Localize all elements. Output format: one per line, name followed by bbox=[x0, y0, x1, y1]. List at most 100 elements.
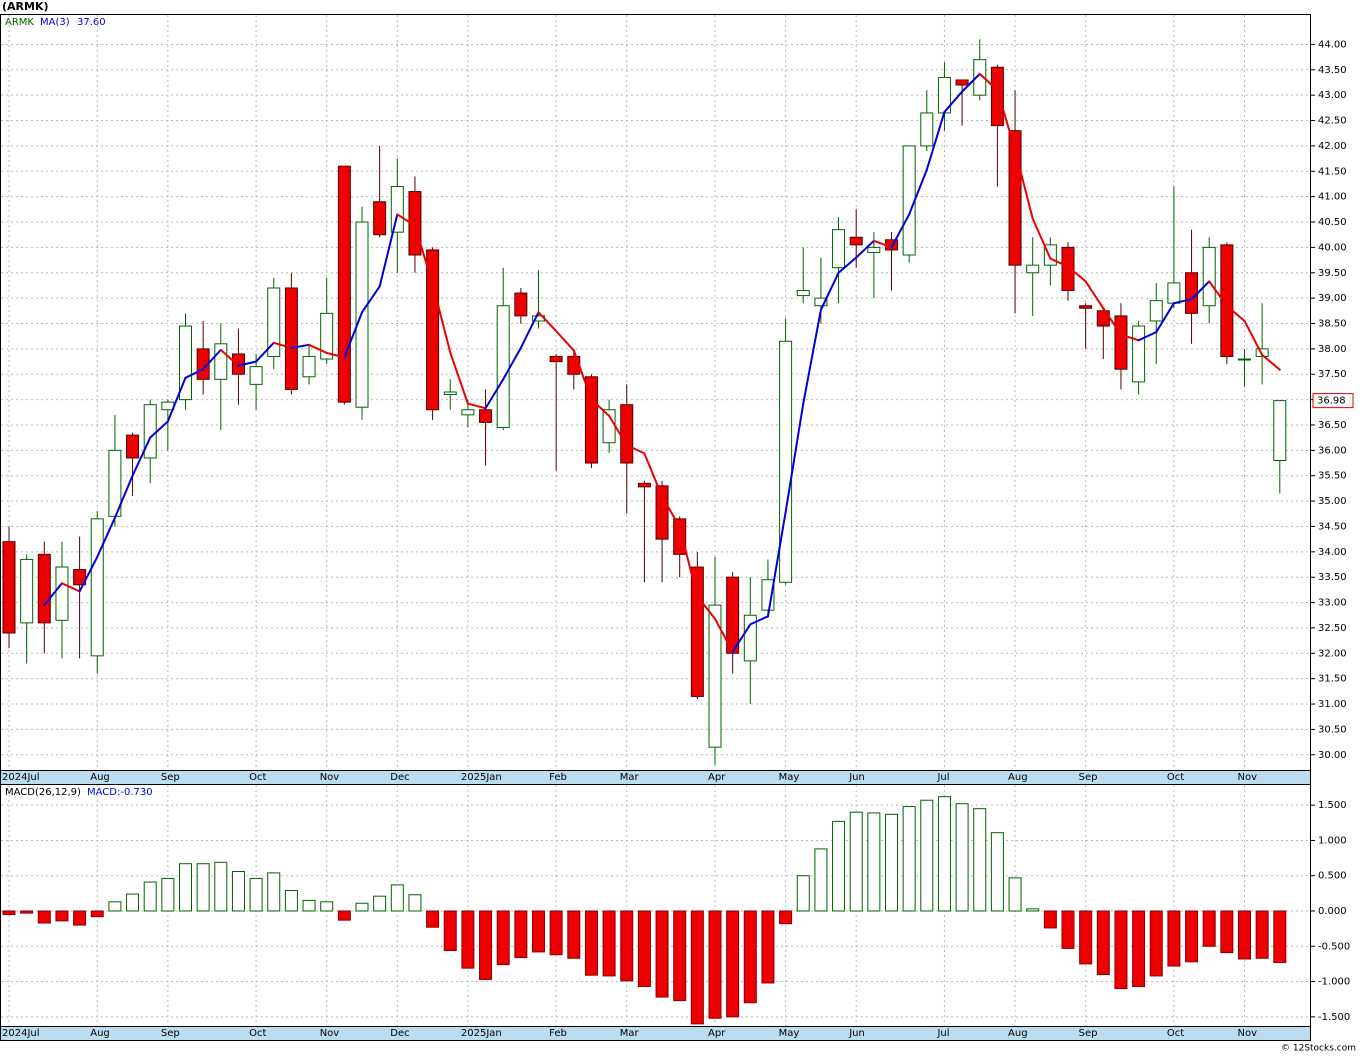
x-tick-label: Feb bbox=[549, 1028, 567, 1039]
ma-line bbox=[1049, 257, 1069, 268]
y-tick-label: 0.000 bbox=[1318, 906, 1347, 917]
x-tick-label: Sep bbox=[161, 772, 180, 783]
y-tick-label: 35.00 bbox=[1318, 496, 1347, 507]
macd-bar bbox=[602, 910, 616, 977]
macd-bar bbox=[408, 894, 422, 912]
macd-bar bbox=[673, 910, 687, 1002]
chart-title: (ARMK) bbox=[2, 0, 49, 13]
candle-body bbox=[479, 409, 493, 423]
x-tick-label: Nov bbox=[1238, 772, 1258, 783]
x-tick-label: Dec bbox=[390, 772, 409, 783]
candle-body bbox=[20, 558, 34, 624]
x-tick-label: Jul bbox=[936, 772, 949, 783]
candle-body bbox=[320, 312, 334, 360]
ma-line bbox=[784, 402, 805, 514]
candle-body bbox=[443, 391, 457, 396]
ma-line bbox=[113, 474, 134, 519]
macd-bar bbox=[302, 899, 316, 912]
macd-bar bbox=[690, 910, 704, 1025]
candle-body bbox=[849, 236, 863, 246]
candle-body bbox=[1026, 264, 1040, 274]
ma-line bbox=[325, 351, 346, 359]
candle-body bbox=[249, 366, 263, 385]
candle-body bbox=[461, 409, 475, 416]
macd-bar bbox=[443, 910, 457, 952]
ma-line bbox=[149, 420, 169, 439]
candle-body bbox=[73, 569, 87, 586]
ma-line bbox=[661, 495, 681, 528]
y-tick-label: 37.50 bbox=[1318, 369, 1347, 380]
legend-ma-value: 37.60 bbox=[77, 17, 106, 28]
ma-line bbox=[608, 414, 628, 447]
x-tick-label: Jun bbox=[848, 1028, 865, 1039]
candle-body bbox=[1185, 272, 1199, 314]
ma-line bbox=[343, 311, 363, 359]
ma-line bbox=[572, 349, 593, 401]
y-tick-label: 40.50 bbox=[1318, 217, 1347, 228]
candle-body bbox=[55, 566, 69, 621]
candle-body bbox=[549, 355, 563, 363]
macd-bar bbox=[937, 796, 951, 912]
macd-bar bbox=[832, 820, 846, 912]
y-tick-label: 34.00 bbox=[1318, 547, 1347, 558]
candle-body bbox=[408, 191, 422, 256]
candle-body bbox=[990, 66, 1004, 127]
y-tick-label: -1.500 bbox=[1318, 1012, 1350, 1023]
legend-macd-value: MACD:-0.730 bbox=[87, 787, 153, 798]
macd-bar bbox=[20, 910, 34, 914]
ma-line bbox=[1172, 298, 1193, 305]
x-tick-label: Aug bbox=[90, 772, 110, 783]
macd-bar bbox=[73, 910, 87, 926]
ma-line bbox=[1261, 353, 1281, 371]
ma-line bbox=[1243, 319, 1264, 356]
macd-bar bbox=[655, 910, 669, 998]
macd-bar bbox=[1220, 910, 1234, 954]
candle-body bbox=[90, 518, 104, 657]
x-tick-label: May bbox=[779, 772, 800, 783]
macd-bar bbox=[161, 878, 175, 912]
ma-line bbox=[555, 330, 575, 352]
ma-line bbox=[749, 615, 769, 626]
ma-line bbox=[466, 402, 487, 410]
x-tick-label: Sep bbox=[1079, 1028, 1098, 1039]
y-tick-label: 44.00 bbox=[1318, 39, 1347, 50]
ma-line bbox=[996, 89, 1017, 151]
ma-line bbox=[96, 516, 116, 558]
y-tick-label: 31.50 bbox=[1318, 674, 1347, 685]
candle-body bbox=[1202, 246, 1216, 307]
ma-line bbox=[590, 398, 611, 417]
macd-bar bbox=[108, 901, 122, 912]
x-tick-label: Nov bbox=[1238, 1028, 1258, 1039]
macd-bar bbox=[761, 910, 775, 984]
y-tick-label: 36.00 bbox=[1318, 445, 1347, 456]
x-tick-label: Mar bbox=[620, 1028, 640, 1039]
macd-bar bbox=[902, 806, 916, 912]
candle-body bbox=[337, 165, 351, 403]
ma-line bbox=[1067, 265, 1087, 283]
candle-body bbox=[920, 112, 934, 147]
ma-line bbox=[643, 452, 664, 498]
x-tick-label: Aug bbox=[90, 1028, 110, 1039]
y-tick-label: 42.50 bbox=[1318, 116, 1347, 127]
ma-line bbox=[925, 110, 946, 171]
macd-bar bbox=[249, 878, 263, 912]
x-tick-label: Mar bbox=[620, 772, 640, 783]
legend-macd: MACD(26,12,9) bbox=[5, 787, 81, 798]
candle-body bbox=[1132, 325, 1146, 383]
macd-bar bbox=[1202, 910, 1216, 947]
last-price-label: 36.98 bbox=[1317, 396, 1346, 407]
ma-line bbox=[1014, 148, 1034, 220]
ma-line bbox=[78, 555, 99, 593]
macd-bar bbox=[231, 870, 245, 912]
y-tick-label: 30.00 bbox=[1318, 750, 1347, 761]
candle-body bbox=[1149, 300, 1163, 322]
y-tick-label: -1.000 bbox=[1318, 977, 1350, 988]
x-tick-label: Aug bbox=[1008, 772, 1028, 783]
candle-body bbox=[2, 541, 16, 634]
macd-bar bbox=[479, 910, 493, 980]
macd-bar bbox=[885, 813, 898, 912]
macd-bar bbox=[1096, 910, 1110, 975]
y-tick-label: 42.00 bbox=[1318, 141, 1347, 152]
x-tick-label: Sep bbox=[161, 1028, 180, 1039]
macd-bar bbox=[496, 910, 510, 966]
